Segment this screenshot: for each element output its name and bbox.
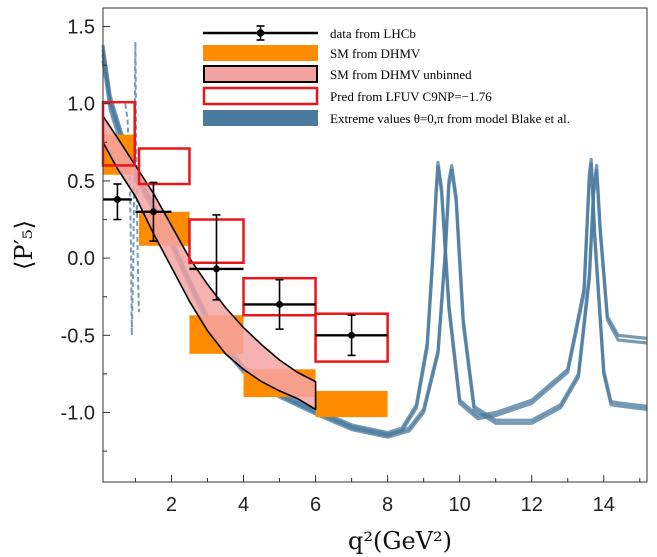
y-tick-label: 0.5 — [67, 171, 95, 193]
x-axis: 2 4 6 8 10 12 14 — [134, 475, 641, 516]
x-tick-label: 14 — [593, 494, 615, 516]
y-tick-label: 1.5 — [67, 17, 95, 39]
y-tick-label: -1.0 — [61, 403, 95, 425]
legend-label: data from LHCb — [330, 26, 416, 41]
x-axis-title: q²(GeV²) — [348, 527, 452, 555]
data-point — [243, 278, 316, 330]
y-axis-title: ⟨P′₅⟩ — [10, 220, 38, 270]
sm-bins — [103, 134, 388, 418]
legend-swatch — [203, 45, 318, 61]
data-point — [135, 181, 172, 242]
legend-entry: SM from DHMV unbinned — [203, 65, 472, 83]
x-tick-label: 10 — [449, 494, 471, 516]
x-tick-label: 2 — [166, 494, 177, 516]
legend-entry: SM from DHMV — [203, 45, 421, 61]
lfuv-bin — [137, 147, 191, 186]
y-tick-label: 1.0 — [67, 94, 95, 116]
legend-swatch-marker — [256, 29, 265, 37]
plot-frame — [102, 7, 648, 483]
x-tick-label: 12 — [521, 494, 543, 516]
plot-area — [101, 41, 648, 439]
x-tick-label: 4 — [238, 494, 249, 516]
y-tick-label: -0.5 — [61, 325, 95, 347]
data-marker — [149, 208, 157, 216]
legend-label: Pred from LFUV C9NP=−1.76 — [330, 89, 492, 104]
data-marker — [276, 300, 284, 308]
x-tick-label: 6 — [310, 494, 321, 516]
x-tick-label: 8 — [382, 494, 393, 516]
data-marker — [348, 331, 356, 339]
sm-unbinned-band-shape — [102, 115, 317, 411]
lfuv-bin — [314, 312, 389, 363]
y-axis: 1.5 1.0 0.5 0.0 -0.5 -1.0 — [61, 17, 110, 452]
lhcb-data — [103, 181, 388, 357]
data-point — [103, 183, 132, 221]
legend-entry: data from LHCb — [203, 25, 416, 41]
legend-label: SM from DHMV — [330, 46, 421, 61]
legend-label: Extreme values θ=0,π from model Blake et… — [330, 111, 570, 126]
data-point — [315, 314, 388, 357]
sm-bin — [315, 390, 388, 418]
legend: data from LHCb SM from DHMV SM from DHMV u… — [202, 25, 570, 126]
legend-swatch — [203, 65, 318, 83]
data-marker — [212, 265, 220, 273]
legend-swatch — [203, 110, 318, 126]
y-tick-label: 0.0 — [67, 248, 95, 270]
data-point — [189, 214, 244, 301]
legend-entry: Pred from LFUV C9NP=−1.76 — [202, 86, 492, 106]
legend-swatch — [202, 86, 319, 106]
data-marker — [113, 195, 121, 203]
legend-label: SM from DHMV unbinned — [330, 67, 472, 82]
sm-unbinned-band — [102, 115, 317, 411]
legend-entry: Extreme values θ=0,π from model Blake et… — [203, 110, 570, 126]
model-spike — [124, 41, 140, 336]
